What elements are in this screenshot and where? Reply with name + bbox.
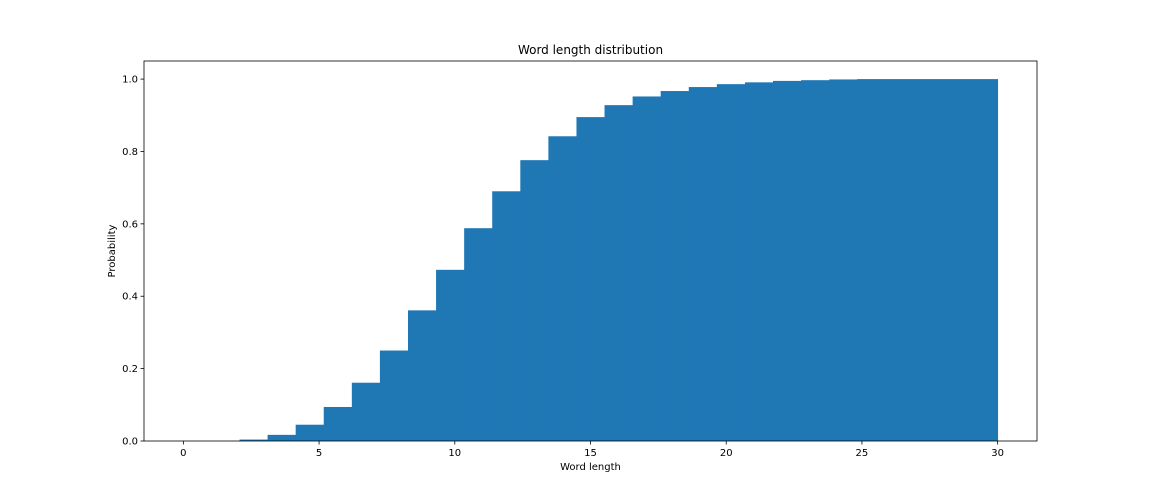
y-tick-label: 1.0 (122, 75, 138, 86)
x-tick-label: 20 (720, 448, 733, 459)
histogram-bar (492, 191, 521, 441)
histogram-bar (379, 350, 409, 441)
x-tick-label: 0 (180, 448, 186, 459)
y-tick-label: 0.6 (122, 219, 138, 230)
histogram-bar (464, 228, 493, 441)
histogram-bar (660, 91, 690, 442)
x-axis: 0 5 10 15 20 25 30 (180, 441, 1004, 459)
histogram-bar (969, 79, 999, 441)
x-tick-label: 25 (856, 448, 869, 459)
histogram-bar (716, 84, 746, 442)
x-tick-label: 10 (448, 448, 461, 459)
histogram-bar (941, 79, 970, 441)
histogram-bar (632, 96, 662, 441)
bars (239, 79, 999, 442)
histogram-bar (688, 87, 718, 442)
histogram-bar (744, 82, 774, 441)
histogram-bar (323, 406, 353, 441)
y-axis-label: Probability (107, 224, 118, 277)
histogram-bar (548, 136, 577, 441)
histogram-bar (576, 117, 605, 441)
y-tick-label: 0.2 (122, 364, 138, 375)
histogram-bar (295, 424, 325, 441)
histogram-bar (801, 80, 830, 441)
histogram-bar (520, 160, 549, 441)
x-tick-label: 5 (316, 448, 322, 459)
y-tick-label: 0.4 (122, 292, 138, 303)
y-tick-label: 0.8 (122, 147, 138, 158)
y-axis: 0.0 0.2 0.4 0.6 0.8 1.0 (122, 75, 144, 448)
histogram-bar (604, 105, 634, 442)
histogram-bar (829, 79, 858, 441)
x-axis-label: Word length (560, 462, 621, 473)
y-tick-label: 0.0 (122, 437, 138, 448)
x-tick-label: 30 (991, 448, 1004, 459)
chart-title: Word length distribution (518, 43, 663, 57)
x-tick-label: 15 (584, 448, 597, 459)
histogram-bar (351, 382, 381, 441)
histogram-bar (267, 434, 297, 441)
histogram-bar (913, 79, 942, 441)
histogram-bar (239, 439, 268, 441)
histogram-bar (436, 269, 465, 441)
histogram-bar (885, 79, 914, 441)
histogram-bar (407, 310, 437, 441)
histogram-bar (773, 80, 802, 442)
histogram-bar (857, 79, 886, 441)
